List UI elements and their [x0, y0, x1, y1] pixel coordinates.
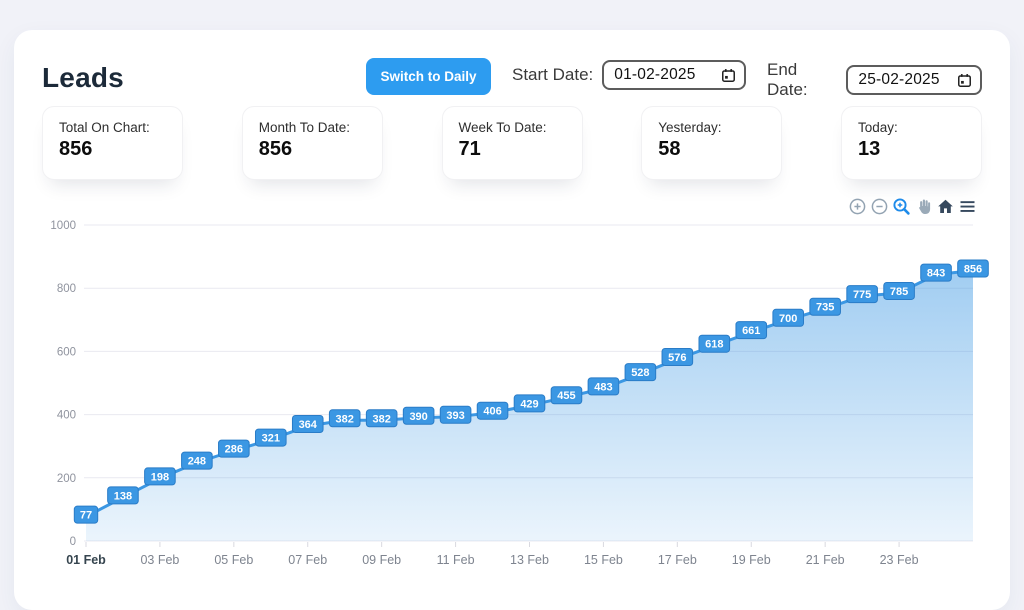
svg-text:600: 600: [57, 346, 76, 358]
stat-value: 13: [858, 138, 881, 160]
svg-text:364: 364: [299, 419, 318, 431]
zoom-out-icon[interactable]: [870, 197, 889, 216]
stat-card-total-on-chart: Total On Chart: 856: [42, 106, 183, 180]
svg-text:528: 528: [631, 367, 649, 379]
end-date-value: 25-02-2025: [858, 71, 940, 88]
stat-card-month-to-date: Month To Date: 856: [241, 106, 383, 180]
start-date-input[interactable]: 01-02-2025: [602, 60, 747, 90]
zoom-in-icon[interactable]: [848, 197, 867, 216]
svg-text:800: 800: [57, 283, 76, 295]
svg-text:01 Feb: 01 Feb: [66, 553, 106, 567]
stat-label: Yesterday:: [658, 120, 722, 135]
svg-text:19 Feb: 19 Feb: [732, 553, 771, 567]
svg-text:483: 483: [594, 381, 612, 393]
end-date-label: End Date:: [767, 60, 808, 99]
svg-text:77: 77: [80, 510, 92, 522]
svg-text:843: 843: [927, 268, 945, 280]
svg-text:576: 576: [668, 352, 686, 364]
calendar-icon[interactable]: [721, 68, 736, 83]
svg-text:21 Feb: 21 Feb: [806, 553, 845, 567]
pan-icon[interactable]: [914, 197, 933, 216]
svg-text:735: 735: [816, 302, 834, 314]
stat-label: Total On Chart:: [59, 120, 150, 135]
svg-text:248: 248: [188, 456, 206, 468]
svg-text:15 Feb: 15 Feb: [584, 553, 623, 567]
svg-text:406: 406: [483, 406, 501, 418]
page-title: Leads: [42, 62, 124, 93]
svg-text:382: 382: [372, 413, 390, 425]
svg-text:07 Feb: 07 Feb: [288, 553, 327, 567]
svg-text:775: 775: [853, 289, 871, 301]
svg-text:1000: 1000: [50, 220, 76, 232]
stat-value: 856: [258, 138, 293, 160]
leads-panel: Leads Switch to Daily Start Date: 01-02-…: [14, 30, 1010, 610]
start-date-label: Start Date:: [512, 65, 594, 84]
svg-text:785: 785: [890, 286, 908, 298]
svg-text:138: 138: [114, 490, 132, 502]
stat-card-week-to-date: Week To Date: 71: [441, 106, 583, 180]
switch-to-daily-button[interactable]: Switch to Daily: [366, 58, 491, 95]
svg-text:321: 321: [262, 433, 280, 445]
selection-zoom-icon[interactable]: [892, 197, 911, 216]
end-date-group: End Date: 25-02-2025: [767, 60, 982, 100]
svg-text:390: 390: [409, 411, 427, 423]
stat-value: 856: [59, 138, 93, 160]
stat-cards-row: Total On Chart: 856 Month To Date: 856 W…: [42, 106, 982, 180]
svg-text:455: 455: [557, 390, 575, 402]
svg-text:661: 661: [742, 325, 760, 337]
svg-text:393: 393: [446, 410, 464, 422]
stat-card-today: Today: 13: [841, 106, 982, 180]
menu-icon[interactable]: [958, 197, 977, 216]
home-icon[interactable]: [936, 197, 955, 216]
chart-toolbar: [848, 197, 977, 216]
header: Leads Switch to Daily Start Date: 01-02-…: [42, 58, 982, 100]
svg-text:618: 618: [705, 339, 723, 351]
start-date-value: 01-02-2025: [614, 66, 696, 83]
calendar-icon[interactable]: [957, 73, 972, 88]
stat-value: 71: [458, 138, 481, 160]
svg-text:09 Feb: 09 Feb: [362, 553, 401, 567]
svg-text:03 Feb: 03 Feb: [140, 553, 179, 567]
stat-label: Week To Date:: [458, 120, 547, 135]
svg-text:286: 286: [225, 444, 243, 456]
end-date-input[interactable]: 25-02-2025: [846, 65, 982, 95]
svg-text:856: 856: [964, 264, 982, 276]
svg-text:198: 198: [151, 471, 169, 483]
stat-value: 58: [658, 138, 681, 160]
svg-text:700: 700: [779, 313, 797, 325]
stat-label: Today:: [858, 120, 898, 135]
leads-chart[interactable]: 0 200 400 600 800 1000 01 Feb 03 Feb 05 Feb 07 Fe…: [30, 190, 1005, 600]
svg-text:05 Feb: 05 Feb: [214, 553, 253, 567]
svg-text:13 Feb: 13 Feb: [510, 553, 549, 567]
stat-card-yesterday: Yesterday: 58: [641, 106, 783, 180]
svg-text:17 Feb: 17 Feb: [658, 553, 697, 567]
svg-text:23 Feb: 23 Feb: [880, 553, 919, 567]
svg-text:400: 400: [57, 410, 76, 422]
start-date-group: Start Date: 01-02-2025: [512, 60, 747, 90]
svg-text:200: 200: [57, 473, 76, 485]
svg-text:382: 382: [336, 413, 354, 425]
svg-text:429: 429: [520, 398, 538, 410]
stat-label: Month To Date:: [258, 120, 351, 135]
svg-text:11 Feb: 11 Feb: [437, 553, 475, 567]
svg-text:0: 0: [70, 536, 76, 548]
